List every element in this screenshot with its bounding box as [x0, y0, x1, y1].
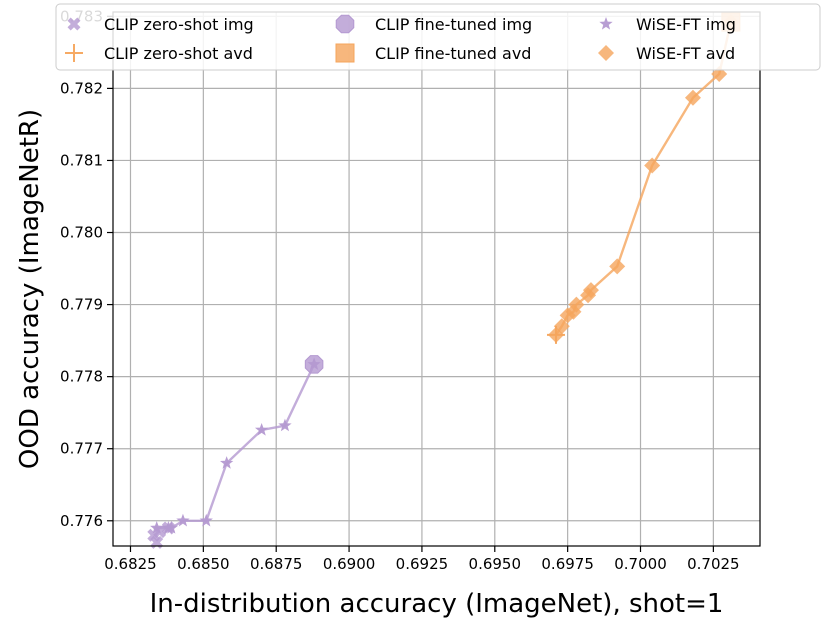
- data-point: [164, 520, 178, 534]
- data-point: [199, 513, 213, 527]
- y-tick-label: 0.777: [60, 440, 103, 458]
- x-tick-label: 0.6925: [396, 555, 449, 573]
- data-point: [307, 357, 321, 371]
- data-point: [176, 513, 190, 527]
- y-tick-label: 0.780: [60, 224, 103, 242]
- series-5: [547, 14, 739, 343]
- x-tick-label: 0.6950: [469, 555, 522, 573]
- series-line: [156, 363, 316, 530]
- legend-label: WiSE-FT avd: [636, 44, 735, 63]
- legend-marker: [598, 45, 614, 61]
- x-tick-label: 0.6875: [250, 555, 303, 573]
- grid: [113, 12, 760, 546]
- data-point: [684, 89, 701, 106]
- legend: CLIP zero-shot img CLIP fine-tuned img WiS…: [55, 3, 821, 71]
- legend-frame: [55, 3, 821, 71]
- x-tick-label: 0.7025: [687, 555, 740, 573]
- y-tick-label: 0.776: [60, 512, 103, 530]
- series-layer: [147, 12, 741, 549]
- y-tick-label: 0.779: [60, 296, 103, 314]
- x-axis-ticks: 0.6825 0.6850 0.6875 0.6900 0.6925 0.6950 0.69…: [104, 546, 740, 573]
- legend-label: CLIP zero-shot avd: [104, 44, 253, 63]
- legend-label: CLIP zero-shot img: [104, 15, 254, 34]
- legend-label: WiSE-FT img: [636, 15, 736, 34]
- data-point: [568, 296, 585, 313]
- data-point: [609, 258, 626, 275]
- legend-marker: [335, 43, 355, 63]
- legend-marker: [65, 44, 83, 62]
- data-point: [582, 282, 599, 299]
- data-point: [278, 418, 292, 432]
- data-point: [254, 422, 269, 436]
- y-tick-label: 0.782: [60, 79, 103, 97]
- data-point: [220, 456, 234, 469]
- data-point: [150, 520, 164, 534]
- series-2: [150, 357, 321, 534]
- plot-frame: [112, 11, 761, 547]
- x-tick-label: 0.6900: [323, 555, 376, 573]
- x-axis-label: In-distribution accuracy (ImageNet), sho…: [150, 589, 724, 619]
- data-point: [644, 157, 661, 174]
- legend-label: CLIP fine-tuned avd: [375, 44, 531, 63]
- legend-label: CLIP fine-tuned img: [375, 15, 532, 34]
- x-tick-label: 0.6975: [541, 555, 594, 573]
- legend-marker: [335, 14, 355, 34]
- x-tick-label: 0.6825: [104, 555, 157, 573]
- legend-marker: [599, 17, 613, 30]
- data-point: [553, 318, 570, 335]
- x-tick-label: 0.6850: [177, 555, 230, 573]
- y-axis-label: OOD accuracy (ImageNetR): [15, 109, 45, 469]
- x-tick-label: 0.7000: [614, 555, 667, 573]
- y-tick-label: 0.781: [60, 151, 103, 169]
- y-tick-label: 0.778: [60, 368, 103, 386]
- legend-marker: [67, 17, 81, 31]
